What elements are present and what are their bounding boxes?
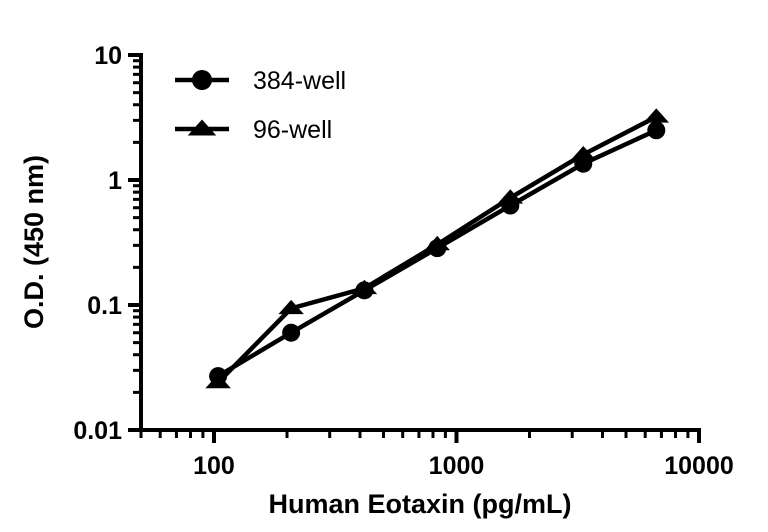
legend-label: 384-well — [253, 67, 346, 95]
triangle-marker — [205, 373, 231, 389]
triangle-marker — [424, 235, 451, 251]
legend-entry: 96-well — [175, 116, 332, 144]
data-series-layer — [205, 108, 670, 389]
circle-marker — [192, 70, 212, 90]
triangle-marker — [497, 189, 524, 204]
y-axis-tick-labels: 10 1 0.1 0.01 — [73, 42, 122, 445]
x-tick-label: 100 — [193, 452, 235, 480]
data-series — [209, 121, 666, 386]
chart-legend: 384-well 96-well — [175, 67, 346, 144]
x-tick-label: 10000 — [664, 452, 734, 480]
triangle-marker — [570, 145, 597, 161]
data-series — [205, 108, 670, 389]
legend-entry: 384-well — [175, 67, 346, 95]
y-tick-label: 1 — [108, 167, 122, 195]
y-tick-label: 0.01 — [73, 417, 122, 445]
x-axis-title: Human Eotaxin (pg/mL) — [269, 489, 572, 519]
x-tick-label: 1000 — [429, 452, 485, 480]
y-axis-title: O.D. (450 nm) — [19, 155, 49, 329]
x-axis-tick-labels: 100 1000 10000 — [193, 452, 734, 480]
legend-label: 96-well — [253, 116, 332, 144]
circle-marker — [282, 323, 301, 342]
circle-marker — [647, 121, 666, 140]
y-tick-label: 0.1 — [87, 292, 122, 320]
triangle-marker — [187, 119, 217, 136]
triangle-marker — [351, 279, 378, 295]
triangle-marker — [278, 299, 304, 315]
triangle-marker — [643, 108, 670, 123]
x-axis-ticks — [139, 430, 701, 443]
y-axis-ticks — [128, 53, 141, 432]
y-tick-label: 10 — [94, 42, 122, 70]
